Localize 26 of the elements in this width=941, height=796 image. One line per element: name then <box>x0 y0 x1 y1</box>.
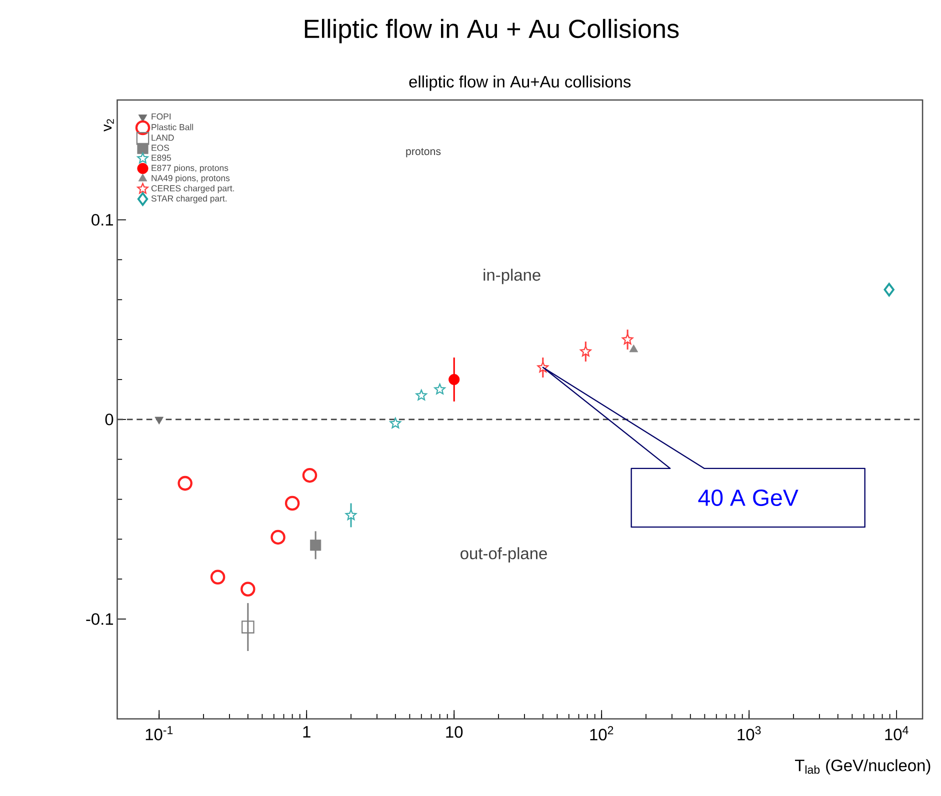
chart-title: Elliptic flow in Au + Au Collisions <box>304 19 679 44</box>
legend-label: EOS <box>152 144 170 152</box>
legend-label: E895 <box>152 154 171 162</box>
x-tick-label: 10$^{2}$ <box>590 726 614 741</box>
y-tick-label: 0 <box>105 414 114 426</box>
y-tick-label: -0.1 <box>86 613 114 626</box>
chart-subtitle: elliptic flow in Au+Au collisions <box>409 76 631 92</box>
legend-label: NA49 pions, protons <box>152 174 230 184</box>
y-axis-title: v$_{2}$ <box>104 119 114 132</box>
x-tick-label: 10$^{3}$ <box>738 726 761 741</box>
legend-label: STAR charged part. <box>151 195 227 204</box>
annotation: protons <box>406 148 441 158</box>
legend-label: CERES charged part. <box>151 185 234 194</box>
x-axis-title: T$_{lab}$ (GeV/nucleon) <box>795 759 930 775</box>
legend-label: FOPI <box>152 114 171 120</box>
legend-label: E877 pions, protons <box>152 164 228 173</box>
x-tick-label: 10$^{-1}$ <box>146 726 173 741</box>
x-tick-label: 10$^{4}$ <box>885 726 908 741</box>
y-tick-label: 0.1 <box>92 214 114 226</box>
x-tick-label: 10 <box>446 726 463 738</box>
annotation: out-of-plane <box>460 547 547 563</box>
legend-label: LAND <box>152 134 174 141</box>
annotation: 40 A GeV <box>698 490 798 506</box>
x-tick-label: 1 <box>303 726 310 738</box>
legend-label: Plastic Ball <box>152 124 194 130</box>
annotation: in-plane <box>484 268 540 284</box>
